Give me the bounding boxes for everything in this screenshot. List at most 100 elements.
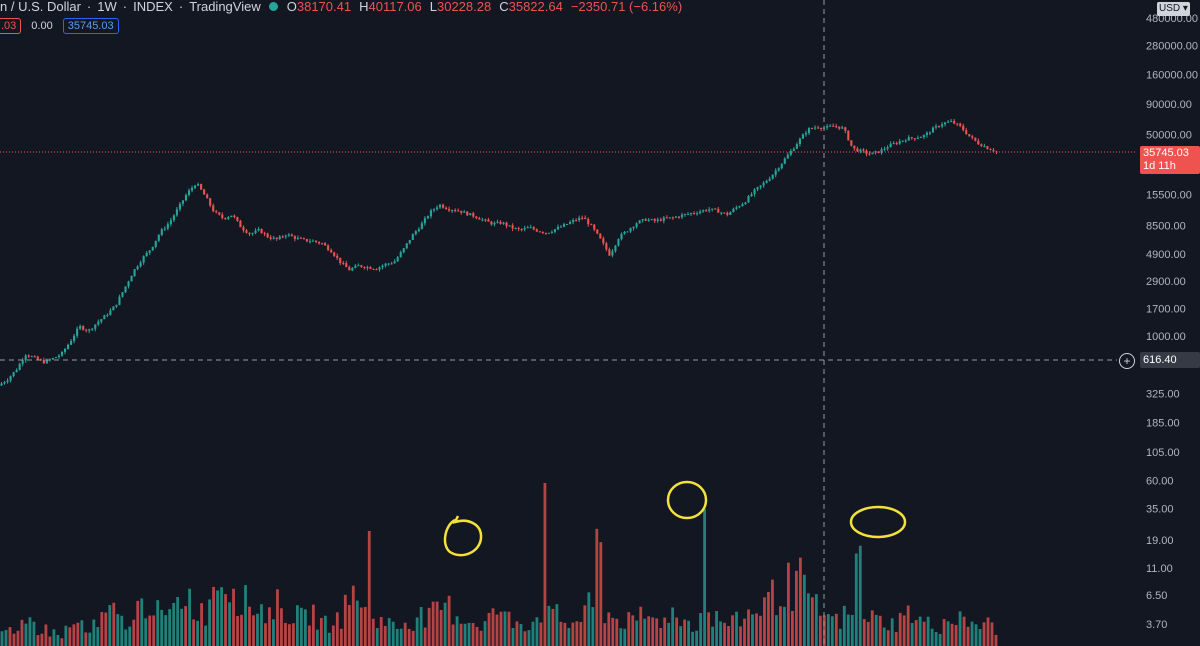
volume-bar: [451, 624, 455, 646]
volume-bar: [731, 615, 734, 646]
candle-body: [792, 148, 795, 151]
candle-body: [753, 189, 756, 195]
bid-badge[interactable]: .03: [0, 18, 22, 34]
volume-bar: [583, 605, 587, 646]
candle-body: [139, 262, 142, 267]
volume-bar: [826, 614, 830, 646]
candle-body: [850, 140, 853, 146]
candle-body: [236, 217, 239, 221]
change-value: −2350.71 (−6.16%): [570, 0, 683, 14]
volume-bar: [96, 627, 100, 646]
candle-body: [384, 263, 387, 266]
volume-bar: [184, 606, 188, 646]
volume-bar: [747, 609, 750, 646]
candle-body: [163, 228, 166, 230]
currency-button[interactable]: USD ▾: [1157, 2, 1190, 16]
volume-bar: [723, 622, 726, 646]
volume-bar: [902, 615, 906, 646]
volume-bar: [687, 620, 691, 646]
add-alert-icon[interactable]: +: [1119, 353, 1135, 369]
volume-bar: [830, 616, 834, 646]
volume-bar: [419, 607, 423, 646]
volume-bar: [347, 605, 351, 646]
volume-bar: [319, 617, 323, 646]
volume-bar: [471, 623, 475, 646]
volume-bar: [950, 623, 954, 646]
volume-bar: [192, 619, 196, 646]
candle-body: [242, 227, 245, 231]
legend-separator: ·: [86, 0, 92, 14]
volume-bar: [499, 611, 503, 646]
candle-body: [109, 310, 112, 315]
candle-body: [360, 265, 363, 268]
candle-body: [626, 231, 629, 233]
volume-bar: [483, 621, 487, 646]
volume-bar: [635, 620, 639, 646]
candle-body: [15, 369, 18, 373]
volume-bar: [579, 621, 583, 646]
volume-bar: [962, 616, 966, 646]
volume-bar: [136, 600, 140, 646]
candle-body: [919, 136, 922, 138]
axis-tick-label: 280000.00: [1146, 41, 1198, 53]
candle-body: [720, 212, 723, 214]
volume-bar: [767, 591, 770, 646]
volume-bar: [455, 616, 459, 646]
interval-label[interactable]: 1W: [97, 0, 117, 14]
candle-body: [892, 143, 895, 145]
volume-bar: [838, 628, 842, 646]
candle-body: [950, 120, 953, 122]
candle-body: [508, 225, 511, 227]
candles: [0, 118, 998, 386]
volume-bar: [866, 621, 870, 646]
volume-bar: [926, 616, 930, 646]
candle-body: [723, 212, 726, 214]
volume-bar: [942, 619, 946, 646]
volume-bar: [479, 630, 483, 646]
volume-bar: [727, 625, 730, 646]
candle-body: [726, 212, 729, 215]
candle-body: [390, 263, 393, 265]
candle-body: [986, 146, 989, 150]
candle-body: [569, 221, 572, 224]
candle-body: [671, 217, 674, 219]
volume-bar: [447, 595, 451, 646]
candle-body: [209, 198, 212, 206]
candle-body: [925, 132, 928, 136]
volume-bar: [539, 622, 543, 646]
market-status-icon[interactable]: [268, 1, 278, 11]
candle-body: [750, 194, 753, 197]
candle-body: [106, 314, 109, 316]
candle-body: [608, 249, 611, 256]
symbol-title[interactable]: n / U.S. Dollar: [0, 0, 81, 14]
candle-body: [454, 210, 457, 212]
candle-body: [644, 219, 647, 221]
volume-bar: [990, 622, 994, 646]
volume-bar: [954, 625, 958, 646]
volume-bar: [563, 622, 567, 646]
ask-badge[interactable]: 35745.03: [62, 18, 119, 34]
volume-bar: [519, 623, 523, 646]
volume-bar: [60, 638, 64, 646]
candle-body: [741, 204, 744, 207]
candle-body: [372, 268, 375, 270]
candle-body: [369, 267, 372, 269]
volume-bar: [363, 606, 367, 646]
volume-bar: [16, 630, 20, 646]
candle-body: [70, 340, 73, 345]
volume-bar: [248, 606, 251, 646]
price-axis[interactable]: 480000.00 280000.00 160000.00 90000.00 50000…: [1146, 13, 1198, 631]
highlight-circle-1: [443, 515, 483, 557]
volume-bar: [104, 612, 108, 646]
candle-body: [481, 219, 484, 221]
axis-tick-label: 160000.00: [1146, 70, 1198, 82]
volume-bar: [168, 609, 172, 646]
candle-body: [974, 137, 977, 141]
volume-bar: [894, 632, 898, 646]
candle-body: [947, 121, 950, 123]
volume-bar: [280, 608, 283, 646]
candle-body: [650, 219, 653, 221]
candle-body: [206, 194, 209, 199]
volume-bar: [571, 622, 575, 646]
